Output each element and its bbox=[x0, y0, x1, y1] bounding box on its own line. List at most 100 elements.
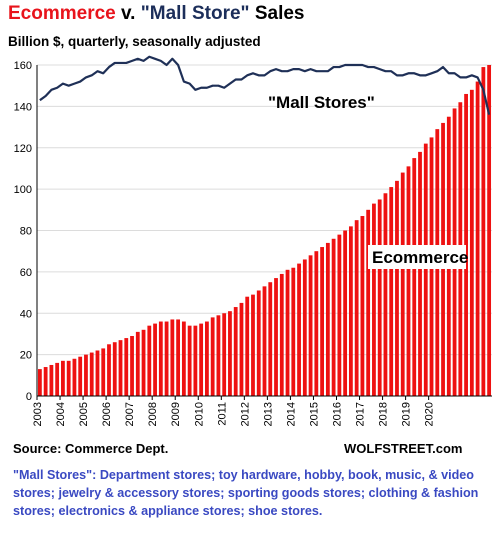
ecommerce-bar bbox=[170, 319, 175, 396]
mall-stores-series-label: "Mall Stores" bbox=[268, 93, 375, 112]
x-tick-label: 2008 bbox=[147, 402, 159, 426]
ecommerce-bar bbox=[199, 323, 204, 396]
ecommerce-bar bbox=[112, 342, 117, 396]
ecommerce-bar bbox=[331, 238, 336, 396]
ecommerce-bar bbox=[354, 220, 359, 396]
x-tick-label: 2005 bbox=[78, 402, 90, 426]
ecommerce-bar bbox=[55, 362, 60, 396]
brand-watermark: WOLFSTREET.com bbox=[344, 441, 463, 456]
ecommerce-bar bbox=[210, 317, 215, 396]
ecommerce-bar bbox=[337, 234, 342, 396]
ecommerce-bar bbox=[205, 321, 209, 396]
ecommerce-bar bbox=[383, 193, 388, 396]
y-tick-label: 140 bbox=[14, 101, 32, 113]
x-tick-label: 2015 bbox=[308, 402, 320, 426]
ecommerce-bar bbox=[135, 331, 140, 396]
ecommerce-bar bbox=[325, 242, 330, 396]
ecommerce-bar bbox=[418, 151, 422, 396]
title-mall-store: "Mall Store" bbox=[140, 3, 250, 24]
chart-title: Ecommerce v. "Mall Store" Sales bbox=[8, 3, 305, 25]
ecommerce-bar bbox=[84, 354, 88, 396]
ecommerce-bar bbox=[153, 323, 157, 396]
chart-subtitle: Billion $, quarterly, seasonally adjuste… bbox=[8, 34, 261, 49]
x-tick-label: 2007 bbox=[124, 402, 136, 426]
ecommerce-bar bbox=[66, 360, 71, 396]
x-tick-label: 2016 bbox=[331, 402, 343, 426]
y-tick-label: 80 bbox=[20, 226, 32, 238]
x-tick-label: 2010 bbox=[193, 402, 205, 426]
title-connector: v. bbox=[115, 3, 141, 24]
source-note: Source: Commerce Dept. bbox=[13, 441, 169, 456]
y-tick-label: 100 bbox=[14, 184, 32, 196]
mall-stores-line bbox=[39, 55, 491, 115]
ecommerce-label-background bbox=[368, 245, 466, 269]
ecommerce-bar bbox=[61, 360, 65, 396]
ecommerce-bar bbox=[314, 251, 319, 396]
ecommerce-bar bbox=[181, 321, 186, 396]
ecommerce-bar bbox=[279, 273, 284, 396]
ecommerce-bar bbox=[251, 294, 255, 396]
ecommerce-bar bbox=[124, 338, 129, 396]
ecommerce-bar bbox=[233, 307, 238, 396]
x-tick-label: 2009 bbox=[170, 402, 182, 426]
x-tick-label: 2018 bbox=[378, 402, 390, 426]
ecommerce-bar bbox=[245, 296, 250, 396]
ecommerce-bar bbox=[216, 315, 221, 396]
x-tick-label: 2003 bbox=[32, 402, 44, 426]
ecommerce-bar bbox=[78, 356, 83, 396]
y-tick-label: 60 bbox=[20, 267, 32, 279]
title-suffix: Sales bbox=[249, 3, 305, 24]
ecommerce-bar bbox=[101, 348, 106, 396]
ecommerce-bar bbox=[348, 226, 353, 396]
mall-stores-footnote: "Mall Stores": Department stores; toy ha… bbox=[13, 468, 479, 518]
ecommerce-bar bbox=[130, 336, 134, 396]
ecommerce-bar bbox=[320, 247, 324, 396]
ecommerce-bar bbox=[285, 269, 290, 396]
ecommerce-bar bbox=[193, 325, 198, 396]
ecommerce-bar bbox=[400, 172, 405, 396]
ecommerce-bar bbox=[389, 187, 394, 396]
x-tick-label: 2019 bbox=[401, 402, 413, 426]
ecommerce-bar bbox=[464, 93, 468, 397]
ecommerce-bar bbox=[343, 230, 348, 396]
ecommerce-bar bbox=[147, 325, 152, 396]
ecommerce-bar bbox=[268, 282, 273, 396]
ecommerce-bar bbox=[291, 267, 296, 396]
ecommerce-bar bbox=[481, 67, 486, 396]
axes: 0 20 40 60 80 100 120 140 160 2003 2004 2005 2006 200… bbox=[14, 60, 492, 426]
ecommerce-bar bbox=[118, 340, 123, 396]
ecommerce-bar bbox=[412, 158, 417, 396]
ecommerce-bar bbox=[239, 302, 244, 396]
x-tick-label: 2012 bbox=[239, 402, 251, 426]
ecommerce-bar bbox=[475, 81, 480, 397]
ecommerce-bar bbox=[222, 313, 227, 396]
y-tick-label: 20 bbox=[20, 350, 32, 362]
x-tick-label: 2020 bbox=[424, 402, 436, 426]
x-tick-label: 2013 bbox=[262, 402, 274, 426]
x-tick-label: 2014 bbox=[285, 402, 297, 426]
ecommerce-bar bbox=[89, 352, 94, 396]
ecommerce-bar bbox=[176, 319, 181, 396]
ecommerce-bar bbox=[141, 329, 146, 396]
series-labels: "Mall Stores" Ecommerce bbox=[268, 93, 468, 269]
ecommerce-bar bbox=[377, 199, 382, 396]
ecommerce-bar bbox=[487, 65, 492, 396]
ecommerce-bar bbox=[372, 203, 376, 396]
ecommerce-bar bbox=[187, 325, 192, 396]
y-tick-label: 160 bbox=[14, 60, 32, 72]
ecommerce-bar bbox=[302, 259, 307, 396]
ecommerce-bar bbox=[262, 286, 267, 396]
y-tick-label: 120 bbox=[14, 143, 32, 155]
ecommerce-bar bbox=[49, 364, 54, 396]
ecommerce-bar bbox=[164, 321, 169, 396]
y-tick-label: 0 bbox=[26, 391, 32, 403]
title-ecommerce: Ecommerce bbox=[8, 3, 116, 24]
ecommerce-bar bbox=[406, 166, 411, 396]
ecommerce-bar bbox=[308, 255, 313, 396]
ecommerce-bar bbox=[228, 311, 232, 396]
ecommerce-bar bbox=[423, 143, 428, 396]
ecommerce-bar bbox=[469, 89, 474, 396]
x-tick-label: 2011 bbox=[216, 402, 228, 426]
ecommerce-bar bbox=[366, 209, 371, 396]
y-tick-label: 40 bbox=[20, 308, 32, 320]
